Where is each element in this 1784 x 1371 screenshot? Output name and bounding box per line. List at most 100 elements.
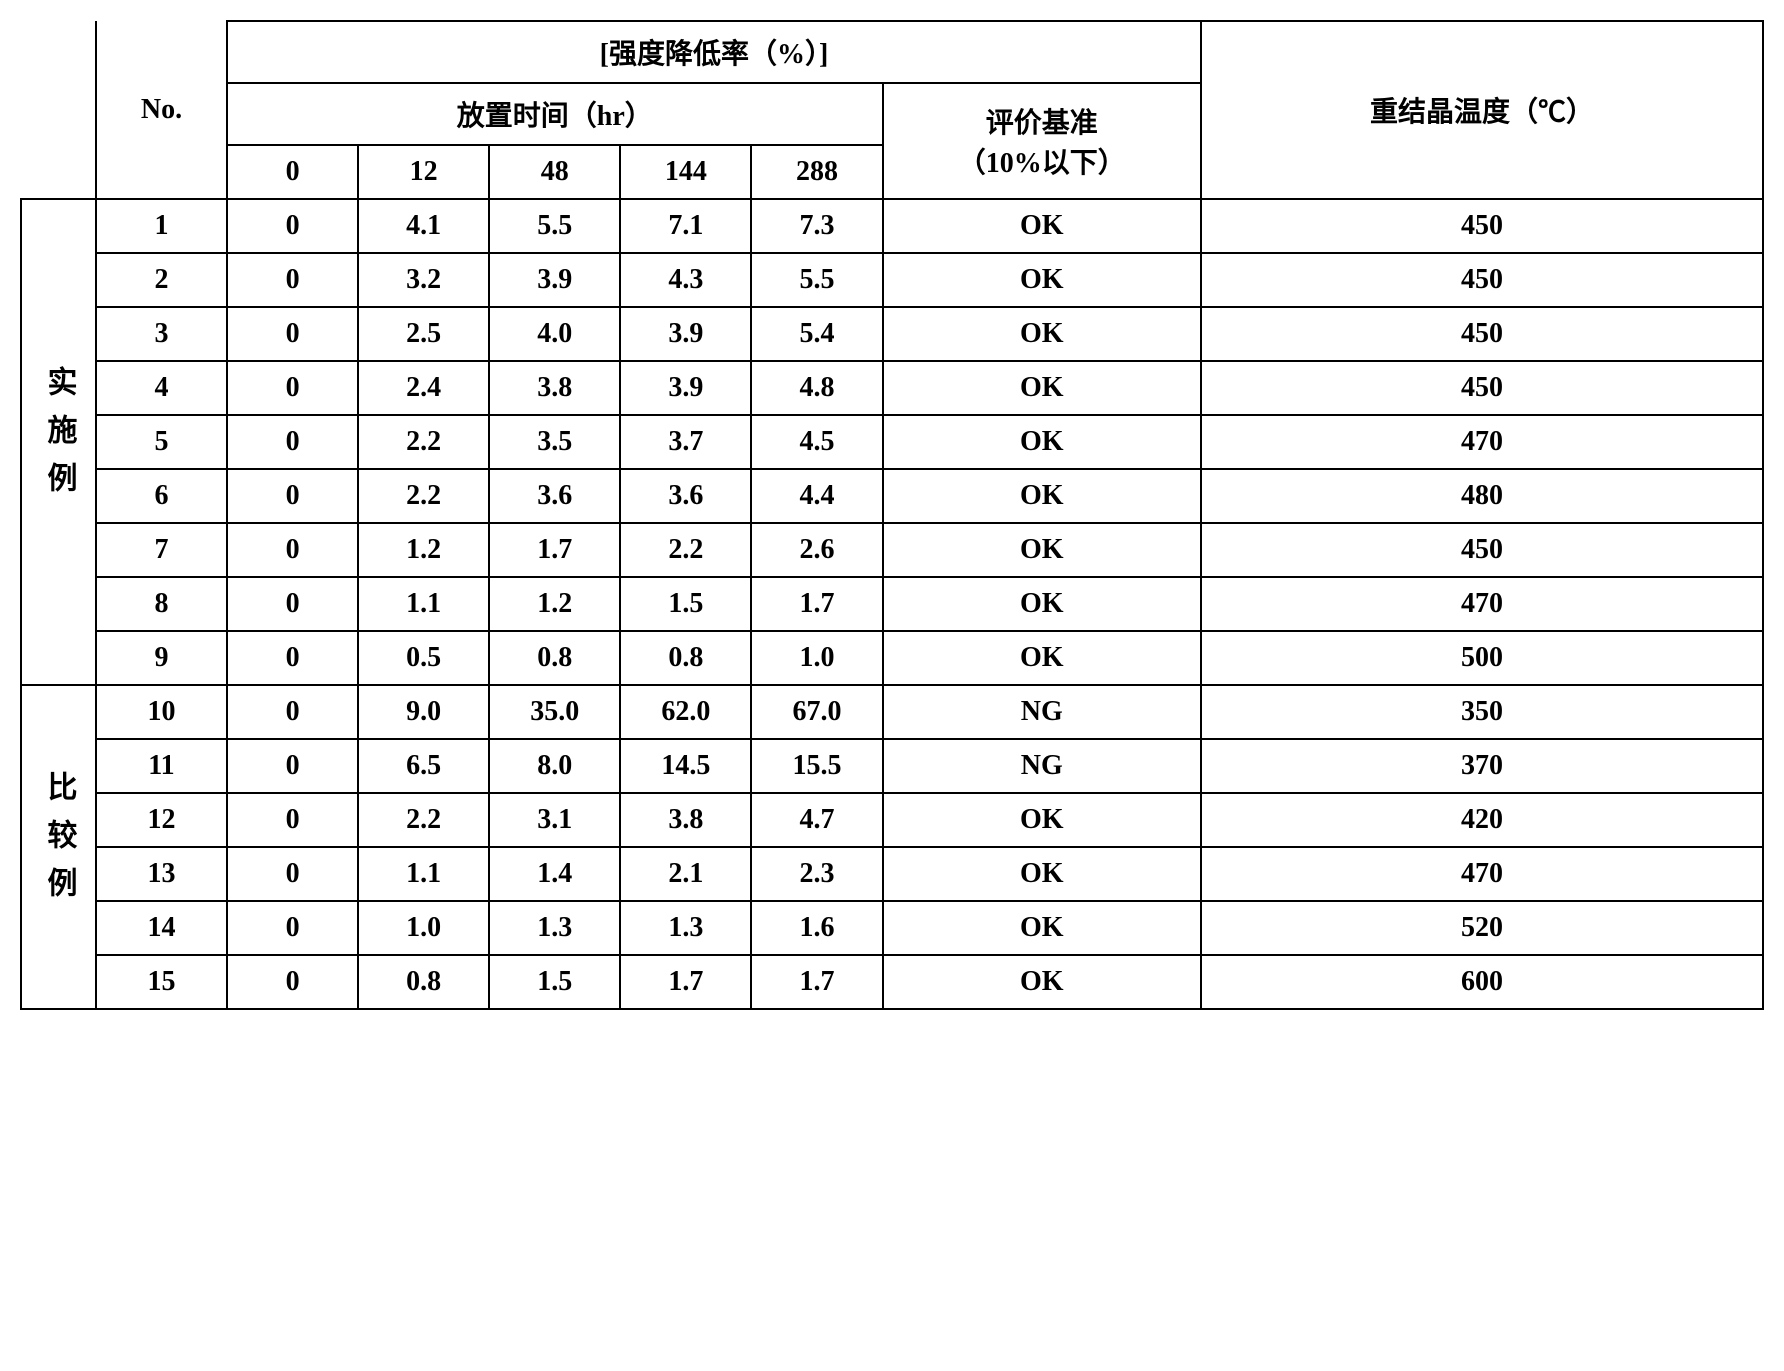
table-row: 1202.23.13.84.7OK420	[21, 793, 1763, 847]
table-row: 502.23.53.74.5OK470	[21, 415, 1763, 469]
row-no: 11	[96, 739, 227, 793]
value-cell: 1.0	[358, 901, 489, 955]
value-cell: 0	[227, 577, 358, 631]
value-cell: 4.5	[751, 415, 882, 469]
value-cell: 2.5	[358, 307, 489, 361]
value-cell: 2.1	[620, 847, 751, 901]
value-cell: 0.8	[489, 631, 620, 685]
group-label: 比较例	[21, 685, 96, 1009]
eval-cell: OK	[883, 955, 1201, 1009]
value-cell: 3.6	[489, 469, 620, 523]
value-cell: 2.2	[358, 415, 489, 469]
value-cell: 0.8	[358, 955, 489, 1009]
value-cell: 35.0	[489, 685, 620, 739]
value-cell: 4.1	[358, 199, 489, 253]
value-cell: 0	[227, 415, 358, 469]
value-cell: 0	[227, 253, 358, 307]
value-cell: 3.9	[489, 253, 620, 307]
value-cell: 8.0	[489, 739, 620, 793]
time-col-144: 144	[620, 145, 751, 199]
value-cell: 1.0	[751, 631, 882, 685]
recryst-cell: 500	[1201, 631, 1763, 685]
eval-cell: OK	[883, 361, 1201, 415]
value-cell: 1.2	[489, 577, 620, 631]
row-no: 4	[96, 361, 227, 415]
value-cell: 3.2	[358, 253, 489, 307]
value-cell: 1.3	[620, 901, 751, 955]
value-cell: 0	[227, 955, 358, 1009]
value-cell: 3.8	[620, 793, 751, 847]
row-no: 13	[96, 847, 227, 901]
strength-reduction-table: No. [强度降低率（%）] 重结晶温度（℃） 放置时间（hr） 评价基准 （1…	[20, 20, 1764, 1010]
value-cell: 4.8	[751, 361, 882, 415]
value-cell: 4.0	[489, 307, 620, 361]
recryst-cell: 450	[1201, 199, 1763, 253]
value-cell: 1.6	[751, 901, 882, 955]
value-cell: 0	[227, 523, 358, 577]
eval-cell: OK	[883, 469, 1201, 523]
eval-header: 评价基准 （10%以下）	[883, 83, 1201, 199]
value-cell: 4.3	[620, 253, 751, 307]
row-no: 15	[96, 955, 227, 1009]
value-cell: 2.2	[358, 793, 489, 847]
recryst-cell: 520	[1201, 901, 1763, 955]
time-header: 放置时间（hr）	[227, 83, 883, 145]
no-header: No.	[96, 21, 227, 199]
recryst-cell: 480	[1201, 469, 1763, 523]
value-cell: 1.1	[358, 577, 489, 631]
value-cell: 1.7	[751, 955, 882, 1009]
table-row: 203.23.94.35.5OK450	[21, 253, 1763, 307]
value-cell: 0.8	[620, 631, 751, 685]
recryst-header: 重结晶温度（℃）	[1201, 21, 1763, 199]
row-no: 10	[96, 685, 227, 739]
value-cell: 0	[227, 307, 358, 361]
eval-header-line1: 评价基准	[986, 108, 1098, 139]
value-cell: 0	[227, 199, 358, 253]
table-row: 701.21.72.22.6OK450	[21, 523, 1763, 577]
value-cell: 1.5	[489, 955, 620, 1009]
table-row: 1106.58.014.515.5NG370	[21, 739, 1763, 793]
eval-cell: OK	[883, 847, 1201, 901]
table-row: 比较例1009.035.062.067.0NG350	[21, 685, 1763, 739]
eval-cell: OK	[883, 415, 1201, 469]
value-cell: 0	[227, 361, 358, 415]
recryst-cell: 450	[1201, 253, 1763, 307]
group-label: 实施例	[21, 199, 96, 685]
value-cell: 3.5	[489, 415, 620, 469]
row-no: 5	[96, 415, 227, 469]
table-row: 1500.81.51.71.7OK600	[21, 955, 1763, 1009]
value-cell: 0	[227, 685, 358, 739]
table-row: 1301.11.42.12.3OK470	[21, 847, 1763, 901]
value-cell: 5.5	[489, 199, 620, 253]
value-cell: 3.8	[489, 361, 620, 415]
value-cell: 5.5	[751, 253, 882, 307]
eval-cell: OK	[883, 307, 1201, 361]
row-no: 8	[96, 577, 227, 631]
row-no: 12	[96, 793, 227, 847]
table-row: 1401.01.31.31.6OK520	[21, 901, 1763, 955]
table-row: 602.23.63.64.4OK480	[21, 469, 1763, 523]
recryst-cell: 470	[1201, 415, 1763, 469]
value-cell: 0	[227, 847, 358, 901]
table-row: 402.43.83.94.8OK450	[21, 361, 1763, 415]
value-cell: 1.3	[489, 901, 620, 955]
value-cell: 7.3	[751, 199, 882, 253]
eval-cell: NG	[883, 685, 1201, 739]
value-cell: 0	[227, 793, 358, 847]
recryst-cell: 450	[1201, 523, 1763, 577]
recryst-cell: 470	[1201, 577, 1763, 631]
recryst-cell: 350	[1201, 685, 1763, 739]
value-cell: 3.9	[620, 361, 751, 415]
value-cell: 0.5	[358, 631, 489, 685]
row-no: 2	[96, 253, 227, 307]
value-cell: 3.9	[620, 307, 751, 361]
value-cell: 3.6	[620, 469, 751, 523]
value-cell: 1.5	[620, 577, 751, 631]
table-row: 302.54.03.95.4OK450	[21, 307, 1763, 361]
value-cell: 1.7	[751, 577, 882, 631]
value-cell: 5.4	[751, 307, 882, 361]
value-cell: 0	[227, 739, 358, 793]
value-cell: 1.7	[489, 523, 620, 577]
recryst-cell: 450	[1201, 307, 1763, 361]
eval-cell: OK	[883, 199, 1201, 253]
